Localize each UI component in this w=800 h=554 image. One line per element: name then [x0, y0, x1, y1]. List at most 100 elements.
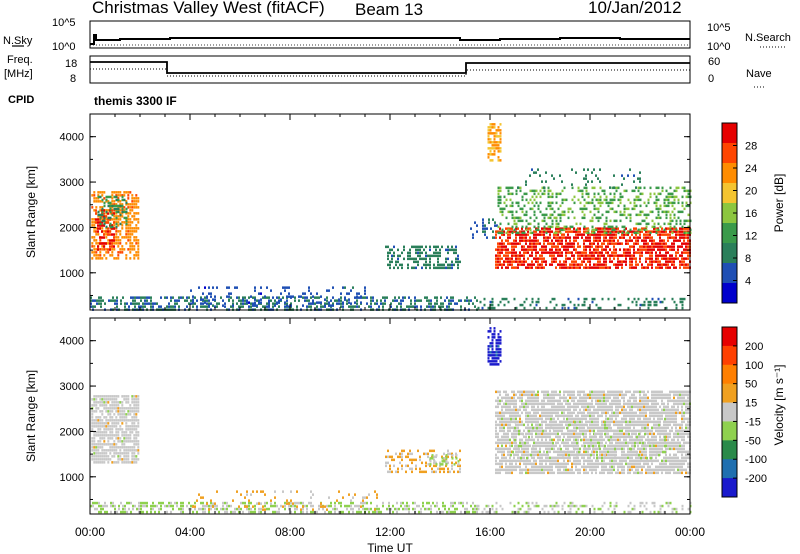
velocity-cell — [549, 414, 551, 418]
power-cell — [597, 201, 600, 205]
velocity-cell — [507, 423, 509, 427]
power-cell — [455, 251, 457, 255]
velocity-cell — [487, 354, 490, 357]
power-cell — [549, 201, 552, 205]
power-cell — [423, 248, 425, 252]
power-cell — [599, 257, 601, 260]
power-cell — [613, 239, 615, 242]
power-cell — [591, 198, 594, 202]
power-cell — [565, 266, 567, 269]
power-cell — [645, 204, 648, 208]
power-cell — [649, 186, 652, 190]
colorbar-tick-label: 28 — [745, 141, 757, 153]
power-cell — [671, 210, 674, 214]
velocity-cell — [400, 501, 402, 505]
velocity-cell — [117, 434, 120, 437]
power-cell — [121, 221, 124, 224]
power-cell — [645, 242, 647, 245]
power-cell — [539, 248, 541, 251]
velocity-cell — [134, 504, 136, 508]
power-cell — [597, 236, 599, 239]
velocity-cell — [93, 461, 96, 464]
power-cell — [507, 222, 510, 226]
power-cell — [109, 222, 112, 226]
power-cell — [497, 189, 500, 193]
velocity-cell — [122, 510, 124, 514]
power-cell — [348, 298, 350, 301]
power-cell — [495, 236, 497, 239]
velocity-cell — [127, 461, 130, 464]
power-cell — [661, 210, 664, 214]
velocity-cell — [460, 501, 462, 505]
power-cell — [387, 251, 389, 255]
power-cell — [178, 305, 180, 308]
colorbar-swatch — [722, 223, 737, 244]
velocity-cell — [212, 502, 214, 505]
power-cell — [417, 254, 419, 258]
power-cell — [543, 257, 545, 260]
power-cell — [123, 191, 126, 194]
velocity-cell — [493, 354, 496, 357]
power-cell — [629, 245, 631, 248]
velocity-cell — [547, 465, 549, 469]
power-cell — [593, 248, 595, 251]
velocity-cell — [553, 402, 555, 406]
velocity-cell — [533, 450, 535, 454]
power-cell — [314, 302, 316, 305]
power-cell — [607, 242, 609, 245]
velocity-cell — [533, 429, 535, 433]
power-cell — [577, 297, 580, 301]
power-cell — [436, 299, 438, 302]
power-cell — [523, 233, 525, 236]
velocity-cell — [132, 507, 134, 511]
power-cell — [593, 242, 595, 245]
power-cell — [114, 302, 116, 305]
velocity-cell — [553, 420, 555, 424]
cpid-label: CPID — [8, 94, 34, 106]
velocity-cell — [122, 507, 124, 511]
power-cell — [196, 305, 198, 308]
power-cell — [266, 286, 268, 289]
power-cell — [663, 248, 665, 251]
power-cell — [647, 233, 649, 236]
power-cell — [557, 192, 560, 196]
velocity-cell — [497, 432, 499, 436]
power-cell — [535, 260, 537, 263]
velocity-cell — [296, 501, 298, 505]
power-cell — [547, 225, 550, 229]
power-cell — [555, 303, 558, 307]
velocity-cell — [115, 446, 118, 449]
power-cell — [206, 295, 208, 298]
velocity-cell — [497, 411, 499, 415]
velocity-cell — [493, 330, 496, 333]
velocity-cell — [559, 471, 561, 475]
velocity-cell — [127, 455, 130, 458]
power-cell — [525, 228, 528, 232]
power-cell — [537, 192, 540, 196]
power-cell — [647, 300, 650, 304]
velocity-cell — [99, 428, 102, 431]
velocity-cell — [208, 510, 210, 514]
velocity-cell — [527, 444, 529, 448]
velocity-cell — [519, 423, 521, 427]
power-cell — [625, 251, 627, 254]
power-cell — [645, 225, 648, 229]
power-cell — [549, 236, 551, 239]
power-cell — [302, 304, 304, 307]
colorbar-tick-label: 24 — [745, 163, 757, 175]
velocity-cell — [254, 504, 256, 508]
power-cell — [133, 200, 136, 203]
velocity-cell — [541, 456, 543, 460]
power-cell — [284, 286, 286, 289]
velocity-cell — [135, 434, 138, 437]
power-cell — [140, 296, 142, 299]
power-cell — [619, 254, 621, 257]
velocity-cell — [531, 438, 533, 442]
power-cell — [603, 222, 606, 226]
power-cell — [665, 245, 667, 248]
power-cell — [631, 266, 633, 269]
power-cell — [244, 299, 246, 302]
power-cell — [533, 210, 536, 214]
velocity-cell — [565, 414, 567, 418]
power-cell — [629, 251, 631, 254]
